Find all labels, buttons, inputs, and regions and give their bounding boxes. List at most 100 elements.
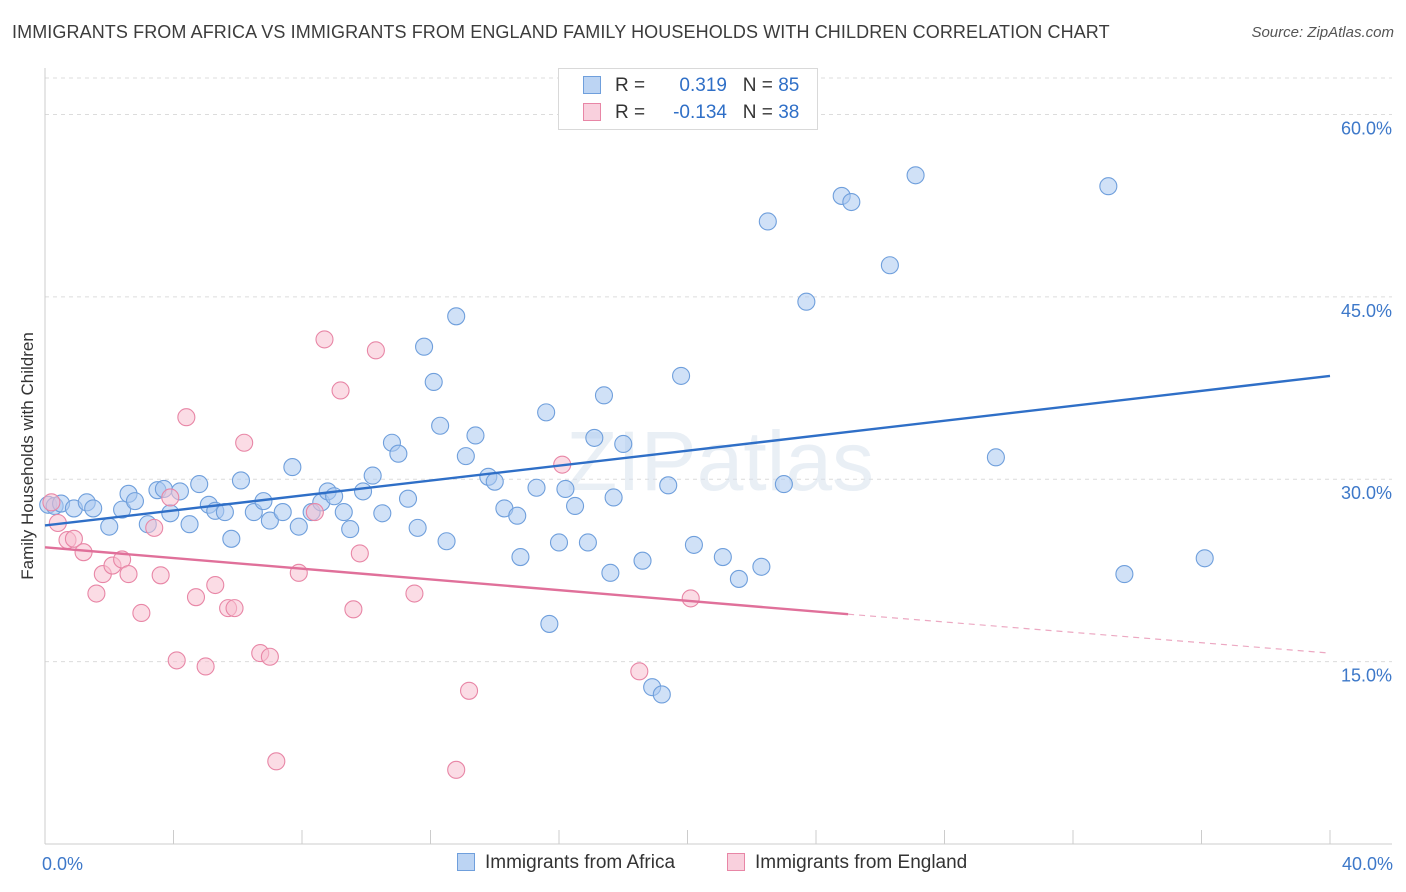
x-tick-labels: 0.0% 40.0% (42, 854, 1393, 874)
legend-row-africa: R = 0.319 N = 85 (583, 75, 799, 99)
africa-point (672, 366, 691, 385)
africa-point (604, 488, 623, 507)
africa-point (113, 500, 132, 519)
africa-point (713, 548, 732, 567)
africa-point (456, 447, 475, 466)
england-trend-extension (848, 613, 1331, 654)
africa-point (659, 476, 678, 495)
africa-point (774, 475, 793, 494)
england-point (447, 760, 466, 779)
africa-point (363, 466, 382, 485)
africa-point (594, 386, 614, 405)
england-point (145, 518, 164, 537)
chart-title: IMMIGRANTS FROM AFRICA VS IMMIGRANTS FRO… (12, 22, 1110, 42)
england-point (132, 603, 151, 623)
series-africa (39, 166, 1214, 704)
africa-point (373, 504, 392, 523)
chart-axes (44, 68, 1392, 845)
y-tick-labels: 15.0% 30.0% 45.0% 60.0% (1341, 118, 1392, 685)
y-tick-label: 60.0% (1341, 118, 1392, 138)
series-england (42, 330, 700, 779)
england-point (167, 651, 186, 670)
england-point (42, 493, 61, 512)
africa-point (485, 472, 504, 491)
series-layer (39, 166, 1214, 779)
england-point (267, 752, 286, 771)
england-point (315, 330, 334, 349)
legend-item-africa: Immigrants from Africa (457, 852, 675, 874)
africa-point (1195, 549, 1214, 568)
africa-point (537, 403, 556, 422)
africa-point (880, 256, 899, 275)
africa-point (125, 492, 144, 511)
africa-point (273, 503, 292, 522)
africa-point (283, 458, 302, 477)
stats-legend: R = 0.319 N = 85 R = -0.134 N = 38 (558, 68, 818, 130)
x-tick-label: 0.0% (42, 854, 83, 874)
england-point (331, 381, 350, 400)
england-trend-line (44, 546, 849, 616)
africa-point (424, 372, 443, 392)
england-r-value: -0.134 (673, 102, 727, 123)
africa-point (180, 515, 199, 534)
trend-layer (44, 374, 1331, 654)
africa-point (190, 475, 209, 494)
africa-point (633, 551, 652, 570)
africa-point (353, 482, 373, 501)
legend-row-england: R = -0.134 N = 38 (583, 102, 799, 126)
r-label: R = (615, 102, 646, 123)
source-label: Source: ZipAtlas.com (1251, 24, 1394, 41)
africa-point (578, 533, 597, 552)
legend-item-england: Immigrants from England (727, 852, 967, 874)
england-point (260, 647, 279, 666)
africa-point (527, 478, 546, 497)
y-axis-label: Family Households with Children (18, 332, 37, 580)
africa-legend-swatch (457, 853, 475, 871)
england-point (366, 341, 385, 360)
africa-n-value: 85 (778, 75, 800, 96)
r-label: R = (615, 75, 646, 96)
england-point (225, 599, 244, 618)
africa-point (549, 533, 569, 552)
africa-point (447, 307, 466, 326)
africa-point (614, 434, 633, 454)
y-tick-label: 30.0% (1341, 483, 1392, 503)
africa-point (222, 529, 241, 548)
africa-point (389, 444, 408, 463)
africa-point (511, 548, 530, 567)
africa-point (398, 489, 418, 508)
england-legend-label: Immigrants from England (755, 852, 968, 873)
england-point (405, 584, 424, 603)
grid-lines (45, 77, 1392, 663)
africa-point (1115, 565, 1134, 584)
x-tick-label: 40.0% (1342, 854, 1393, 874)
england-legend-swatch (727, 853, 745, 871)
africa-point (289, 517, 308, 536)
england-point (161, 488, 180, 507)
africa-point (540, 614, 559, 633)
africa-r-value: 0.319 (679, 75, 727, 96)
africa-point (231, 471, 251, 490)
africa-point (752, 557, 771, 576)
africa-point (415, 337, 434, 356)
england-point (350, 544, 369, 563)
africa-point (556, 479, 575, 499)
africa-point (100, 517, 119, 536)
england-point (305, 503, 324, 522)
england-point (206, 575, 225, 595)
england-point (177, 408, 196, 427)
africa-point (431, 416, 450, 435)
africa-point (601, 563, 620, 582)
england-swatch (583, 103, 601, 121)
africa-point (652, 685, 671, 704)
africa-point (466, 426, 485, 445)
england-point (87, 584, 106, 603)
england-point (119, 565, 138, 584)
n-label: N = (742, 75, 773, 96)
africa-point (161, 504, 180, 523)
england-point (186, 588, 206, 607)
england-point (64, 529, 83, 548)
africa-point (566, 496, 585, 516)
africa-point (842, 192, 861, 212)
